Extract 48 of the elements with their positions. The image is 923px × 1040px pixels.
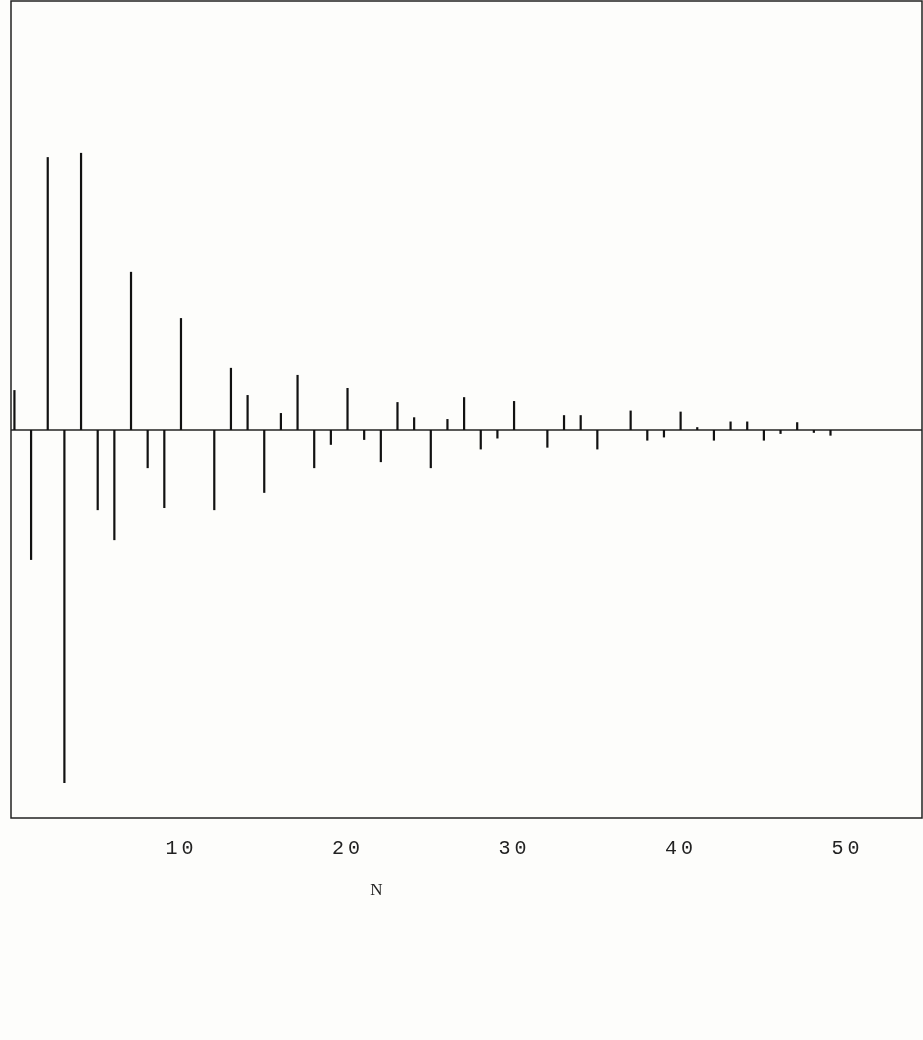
bar [163,430,166,509]
bar [796,422,799,430]
bar [829,430,832,436]
x-tick-label: 40 [665,837,698,861]
bar [779,430,782,434]
bar [79,152,83,430]
bar [46,157,49,430]
bar [279,413,282,430]
bar [812,430,815,433]
bar [246,395,249,430]
bar [396,402,399,430]
x-tick-label: 50 [831,837,864,861]
bar [729,421,732,430]
bar [413,417,416,430]
bar [712,430,716,441]
bar [379,430,382,463]
bar [96,430,99,511]
bar [429,430,432,469]
x-tick-label: 30 [498,837,531,861]
bar [329,430,332,445]
x-tick-label: 20 [331,837,364,861]
bar [562,415,566,430]
bar [129,271,133,430]
bar [229,367,233,430]
bar [363,430,366,440]
bar [646,430,649,441]
bar [463,397,466,430]
bar [762,430,765,441]
bar [579,415,582,430]
bar [113,430,116,541]
bar [63,430,66,783]
bar [263,430,266,493]
bar [679,411,682,430]
bar [546,430,549,448]
bar [213,430,216,511]
bar [146,430,149,469]
bar [512,401,516,430]
bar [696,427,699,430]
x-tick-label: 10 [165,837,198,861]
bar [313,430,316,469]
bar [296,374,299,430]
bar [346,387,349,430]
bar [179,318,183,430]
bar [446,419,449,430]
bar [29,430,33,560]
x-axis-title: N [370,880,383,899]
bar [496,430,499,439]
bar [13,390,16,430]
